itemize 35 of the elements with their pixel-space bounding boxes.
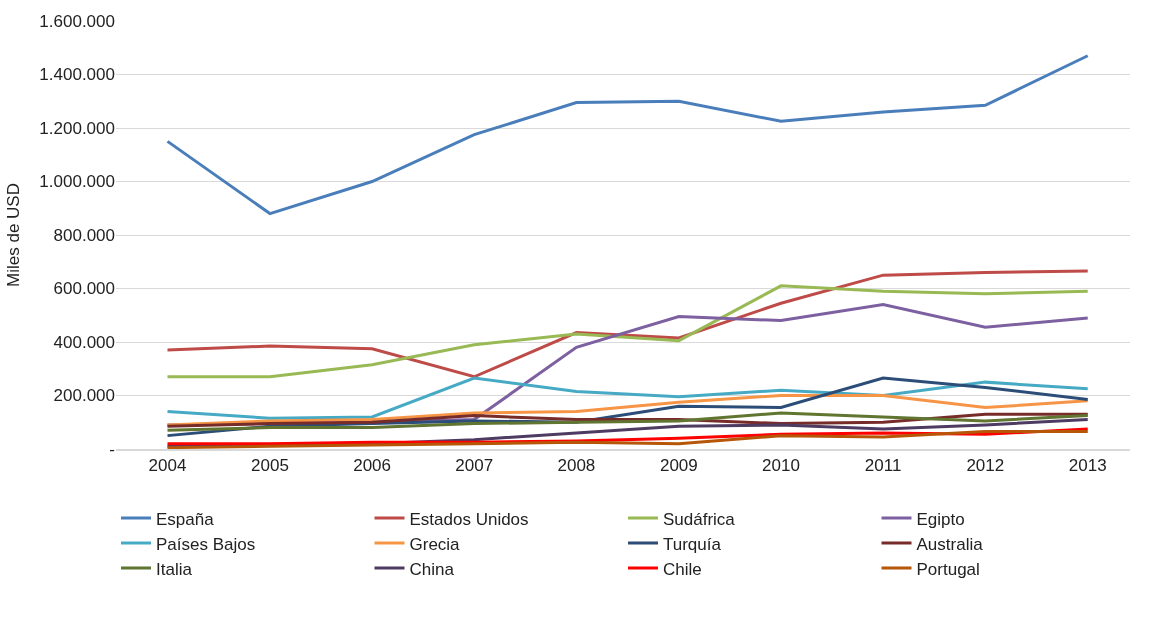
x-tick-label: 2005	[251, 456, 289, 476]
y-tick-label: 600.000	[53, 279, 115, 299]
legend-label: Australia	[916, 534, 984, 554]
legend-label: Turquía	[663, 534, 722, 554]
x-tick-label: 2008	[557, 456, 596, 476]
y-tick-label: 200.000	[53, 386, 115, 406]
x-tick-label: 2004	[148, 456, 187, 476]
legend-label: Egipto	[916, 509, 965, 529]
y-tick-label: -	[109, 439, 115, 459]
legend-label: Italia	[156, 559, 193, 579]
y-axis-title: Miles de USD	[3, 183, 23, 287]
x-tick-label: 2009	[659, 456, 698, 476]
legend-label: Chile	[663, 559, 702, 579]
x-tick-label: 2013	[1068, 456, 1107, 476]
legend-label: Grecia	[409, 534, 461, 554]
x-tick-label: 2012	[966, 456, 1005, 476]
legend-label: Estados Unidos	[409, 509, 529, 529]
legend-label: Portugal	[916, 559, 980, 579]
y-tick-label: 1.600.000	[39, 11, 115, 31]
legend-label: Países Bajos	[156, 534, 256, 554]
y-tick-label: 800.000	[53, 225, 115, 245]
line-series	[166, 394, 1090, 427]
legend-label: España	[156, 509, 215, 529]
y-tick-label: 400.000	[53, 332, 115, 352]
legend-label: China	[409, 559, 455, 579]
line-series	[166, 54, 1090, 216]
legend-label: Sudáfrica	[663, 509, 736, 529]
x-tick-label: 2007	[455, 456, 494, 476]
x-tick-label: 2010	[762, 456, 800, 476]
y-tick-label: 1.200.000	[39, 118, 115, 138]
x-tick-label: 2006	[353, 456, 391, 476]
y-tick-label: 1.400.000	[39, 65, 115, 85]
line-series	[166, 376, 1090, 420]
y-tick-label: 1.000.000	[39, 172, 115, 192]
x-tick-label: 2011	[864, 456, 902, 476]
